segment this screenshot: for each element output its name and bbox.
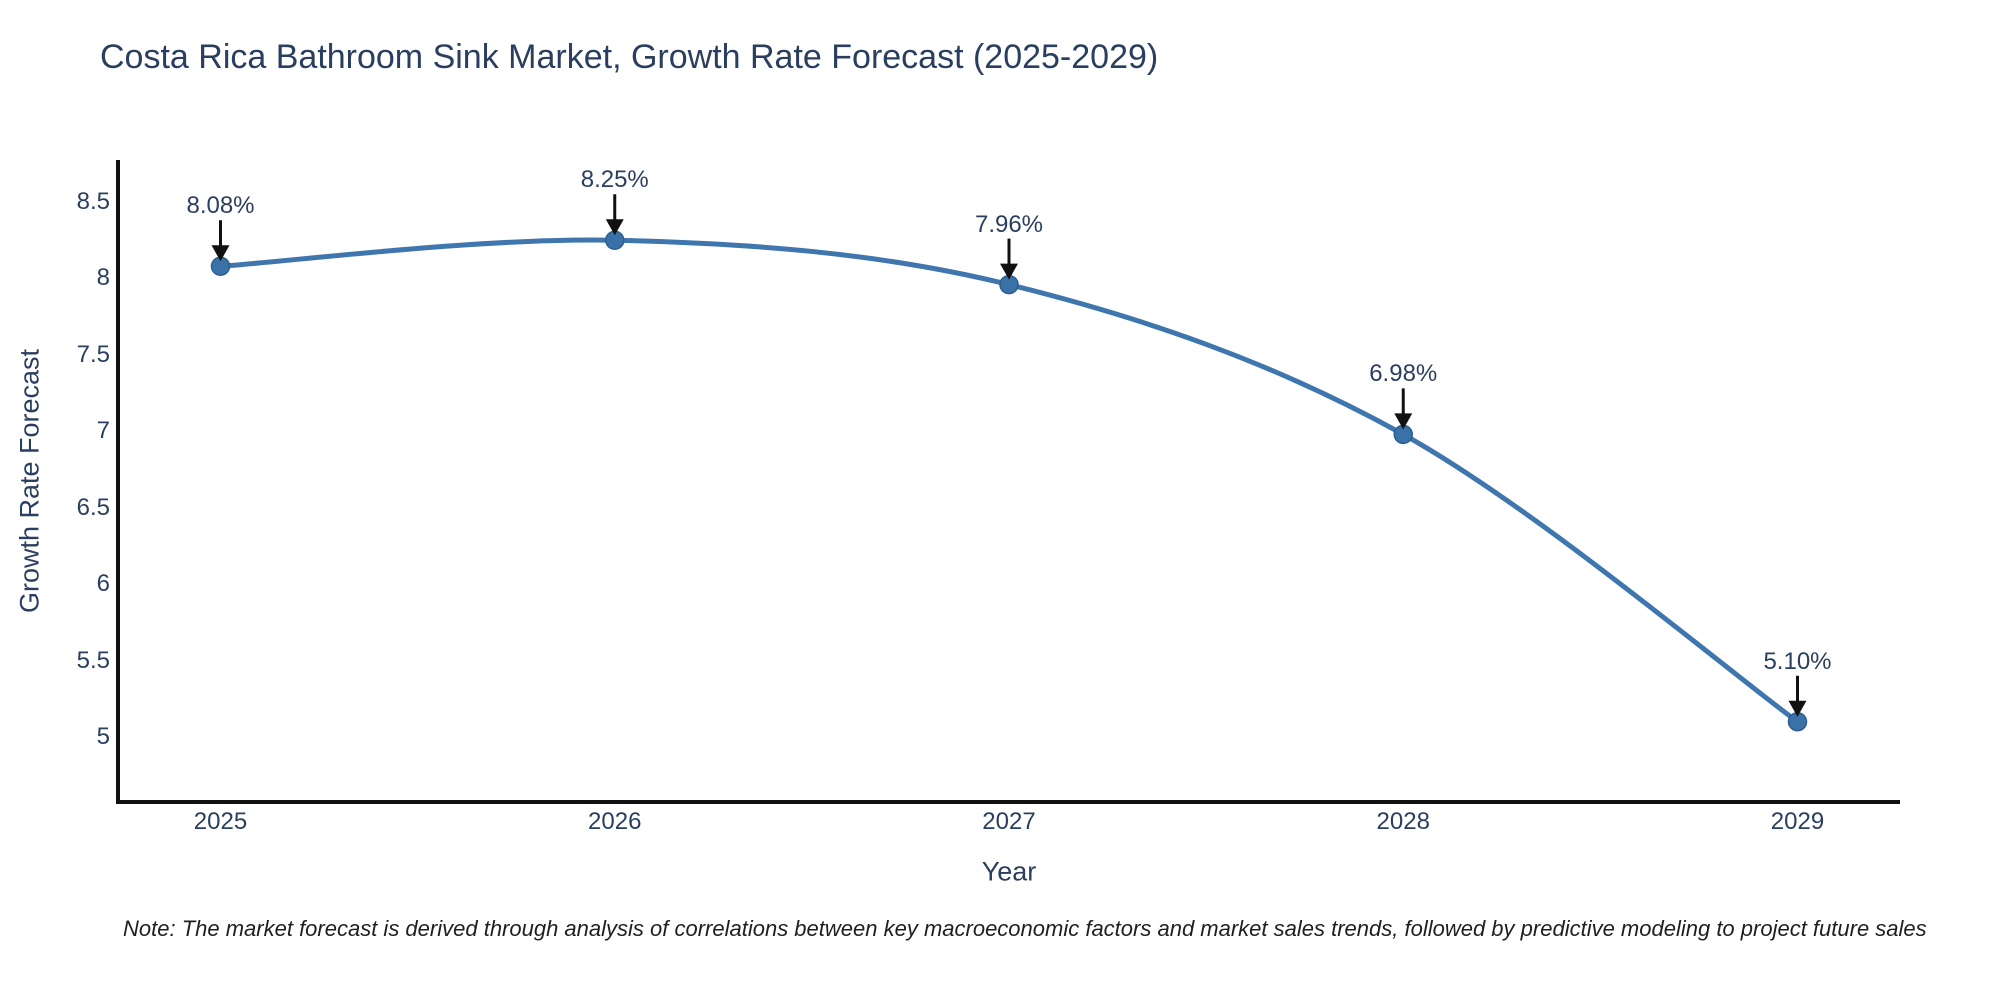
x-tick-label: 2025 — [193, 808, 248, 835]
annotation-arrowhead — [605, 219, 624, 236]
y-tick-label: 7.5 — [76, 340, 110, 368]
chart-title: Costa Rica Bathroom Sink Market, Growth … — [100, 38, 1159, 76]
point-annotation-2028: 6.98% — [1369, 360, 1438, 388]
x-tick-label: 2027 — [982, 808, 1036, 835]
y-tick-label: 5.5 — [76, 646, 110, 674]
y-tick-label: 6 — [96, 570, 110, 598]
x-axis-title: Year — [981, 856, 1037, 887]
annotation-arrowhead — [211, 245, 230, 262]
point-annotation-2027: 7.96% — [974, 210, 1044, 238]
y-tick-label: 5 — [96, 723, 110, 751]
forecast-line — [218, 237, 1800, 725]
footnote: Note: The market forecast is derived thr… — [123, 916, 1927, 941]
annotation-arrowhead — [1000, 263, 1018, 280]
y-tick-label: 8.5 — [76, 188, 110, 216]
point-annotation-2025: 8.08% — [186, 192, 255, 220]
x-tick-label: 2026 — [588, 808, 642, 835]
point-annotation-2026: 8.25% — [580, 166, 649, 194]
y-tick-label: 6.5 — [76, 493, 110, 521]
annotation-arrowhead — [1394, 413, 1413, 430]
y-tick-label: 7 — [96, 417, 110, 445]
point-annotation-2029: 5.10% — [1763, 647, 1832, 675]
y-tick-label: 8 — [96, 264, 110, 292]
x-tick-label: 2028 — [1376, 808, 1430, 835]
annotation-arrowhead — [1788, 700, 1807, 717]
x-tick-label: 2029 — [1770, 808, 1825, 835]
axis-lines — [116, 160, 1900, 804]
